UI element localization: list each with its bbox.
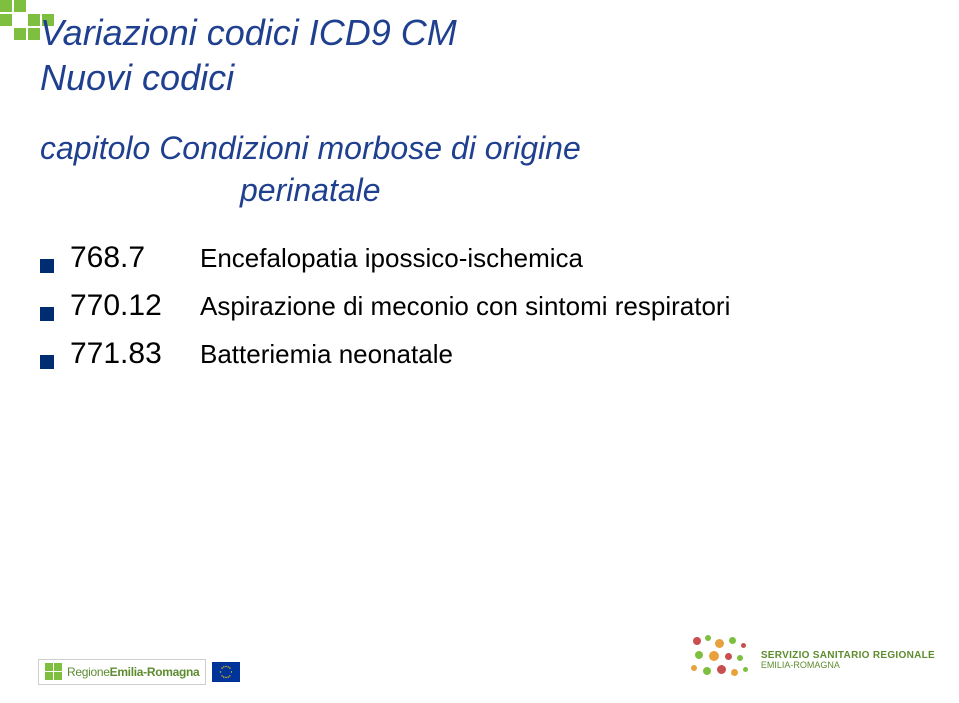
bullet-icon — [40, 355, 54, 369]
list-item: 771.83 Batteriemia neonatale — [40, 337, 919, 371]
subtitle-line-2: perinatale — [240, 170, 919, 212]
code-value: 771.83 — [70, 337, 200, 371]
bullet-icon — [40, 259, 54, 273]
region-logo-text: RegioneEmilia-Romagna — [67, 665, 199, 679]
ssr-logo-text: SERVIZIO SANITARIO REGIONALE EMILIA-ROMA… — [761, 650, 935, 671]
ssr-line-2: EMILIA-ROMAGNA — [761, 661, 935, 671]
slide-content: Variazioni codici ICD9 CM Nuovi codici c… — [40, 10, 919, 385]
subtitle: capitolo Condizioni morbose di origine p… — [40, 128, 919, 211]
eu-flag-icon — [212, 662, 240, 682]
footer-left: RegioneEmilia-Romagna — [38, 659, 240, 685]
code-list: 768.7 Encefalopatia ipossico-ischemica 7… — [40, 241, 919, 371]
bullet-icon — [40, 307, 54, 321]
title-line-2: Nuovi codici — [40, 55, 919, 100]
code-value: 770.12 — [70, 289, 200, 323]
title-line-1: Variazioni codici ICD9 CM — [40, 10, 919, 55]
ssr-logo-icon — [691, 635, 751, 685]
code-value: 768.7 — [70, 241, 200, 275]
region-logo-icon — [45, 663, 63, 681]
region-logo: RegioneEmilia-Romagna — [38, 659, 206, 685]
ssr-line-1: SERVIZIO SANITARIO REGIONALE — [761, 650, 935, 661]
region-logo-prefix: Regione — [67, 665, 110, 679]
subtitle-line-1: capitolo Condizioni morbose di origine — [40, 128, 919, 170]
footer-right: SERVIZIO SANITARIO REGIONALE EMILIA-ROMA… — [691, 635, 935, 685]
region-logo-main: Emilia-Romagna — [110, 665, 200, 679]
footer: RegioneEmilia-Romagna — [0, 625, 959, 685]
code-desc: Encefalopatia ipossico-ischemica — [200, 243, 583, 274]
list-item: 768.7 Encefalopatia ipossico-ischemica — [40, 241, 919, 275]
code-desc: Batteriemia neonatale — [200, 339, 453, 370]
list-item: 770.12 Aspirazione di meconio con sintom… — [40, 289, 919, 323]
code-desc: Aspirazione di meconio con sintomi respi… — [200, 291, 730, 322]
